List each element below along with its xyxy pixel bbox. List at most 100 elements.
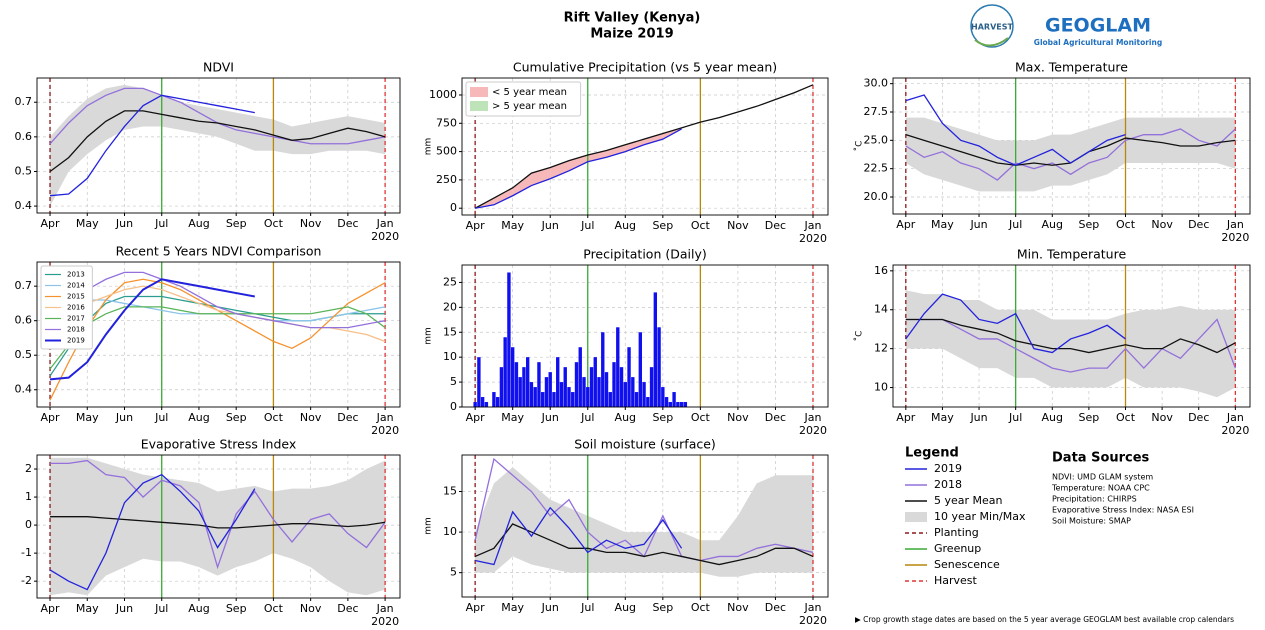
x-tick-label: Dec: [337, 411, 358, 424]
bar: [556, 357, 560, 407]
y-tick-label: 250: [436, 173, 457, 186]
bar: [578, 347, 582, 407]
y-tick-label: 10: [874, 381, 888, 394]
y-tick-label: 10: [443, 350, 457, 363]
x-tick-year: 2020: [1221, 424, 1249, 437]
y-tick-label: 0.5: [15, 164, 33, 177]
x-tick-label: Apr: [466, 411, 486, 424]
axes-frame: [36, 454, 401, 599]
x-tick-label: Apr: [41, 411, 61, 424]
bar: [518, 377, 522, 407]
bar: [563, 367, 567, 407]
x-tick-label: Jan: [1226, 218, 1244, 231]
geoglam-logo: GEOGLAM Global Agricultural Monitoring: [1034, 15, 1162, 48]
axes-frame: [36, 261, 401, 408]
difference-fill: [644, 133, 663, 145]
harvest-logo: HARVEST: [970, 4, 1014, 48]
x-tick-label: Jun: [969, 218, 987, 231]
chart-title: Precipitation (Daily): [583, 247, 707, 262]
x-tick-label: Jun: [969, 411, 987, 424]
bar: [619, 367, 624, 407]
y-tick-label: 0.4: [15, 199, 33, 212]
x-tick-label: Jul: [154, 411, 168, 424]
logo-leaf: [974, 37, 1009, 47]
y-tick-label: 15: [443, 485, 457, 498]
series-line: [905, 94, 1126, 166]
y-tick-label: 14: [874, 303, 888, 316]
x-tick-label: Jul: [154, 602, 168, 615]
x-tick-label: Oct: [264, 602, 284, 615]
x-tick-label: Aug: [188, 602, 209, 615]
legend-swatch: [470, 101, 488, 111]
legend-label: > 5 year mean: [492, 101, 567, 112]
legend-label: Greenup: [934, 542, 981, 555]
chart-title: NDVI: [203, 60, 234, 75]
series-line: [49, 110, 386, 172]
y-axis-label: mm: [424, 327, 434, 345]
y-axis-label: mm: [424, 138, 434, 156]
legend-label: 2017: [67, 315, 85, 323]
x-tick-label: Sep: [1079, 411, 1100, 424]
y-tick-label: 25: [443, 275, 457, 288]
bar: [586, 387, 590, 407]
source-line: Temperature: NOAA CPC: [1051, 484, 1150, 493]
x-tick-label: Oct: [1116, 411, 1136, 424]
x-tick-label: Nov: [1151, 411, 1173, 424]
x-tick-label: Apr: [466, 601, 486, 614]
x-tick-year: 2020: [1221, 231, 1249, 244]
chart-title: Recent 5 Years NDVI Comparison: [116, 244, 322, 259]
plot-area: [37, 262, 400, 407]
bar: [601, 332, 605, 407]
bar: [664, 397, 669, 407]
bar: [484, 402, 489, 407]
legend-label: 2013: [67, 271, 85, 279]
x-tick-label: May: [76, 411, 99, 424]
legend-box: [465, 81, 582, 117]
x-tick-label: Aug: [615, 411, 636, 424]
x-tick-label: Jan: [1226, 411, 1244, 424]
legend-label: Harvest: [934, 574, 978, 587]
y-tick-label: 12: [874, 342, 888, 355]
y-tick-label: 10: [443, 525, 457, 538]
y-tick-label: 20.0: [864, 190, 889, 203]
legend-label: 2016: [67, 304, 85, 312]
legend-label: 2018: [934, 478, 962, 491]
x-tick-label: Jan: [376, 217, 394, 230]
x-tick-year: 2020: [799, 424, 827, 437]
x-tick-year: 2020: [371, 424, 399, 437]
series-line: [474, 84, 814, 209]
bar: [646, 397, 650, 407]
bar: [526, 357, 530, 407]
axes-frame: [892, 77, 1251, 215]
legend-swatch: [905, 512, 927, 522]
legend-label: 10 year Min/Max: [934, 510, 1026, 523]
bar: [495, 397, 500, 407]
logo-tagline: Global Agricultural Monitoring: [1034, 38, 1162, 47]
bar: [604, 372, 609, 407]
series-line: [905, 318, 1236, 354]
plot-area: [462, 78, 828, 215]
series-line: [475, 506, 683, 566]
series-line: [49, 271, 386, 329]
x-tick-label: Oct: [264, 217, 284, 230]
x-tick-label: Apr: [41, 602, 61, 615]
x-tick-label: Dec: [765, 411, 786, 424]
chart-title: Min. Temperature: [1017, 247, 1127, 262]
y-tick-label: 5: [450, 566, 457, 579]
series-line: [905, 128, 1236, 181]
bar: [616, 327, 620, 407]
bar: [649, 367, 654, 407]
bar: [653, 292, 658, 407]
series-line: [49, 473, 256, 591]
chart-title: Max. Temperature: [1015, 60, 1128, 75]
logo-text: GEOGLAM: [1045, 15, 1151, 37]
series-line: [905, 293, 1126, 354]
x-tick-label: Apr: [41, 217, 61, 230]
min-max-band: [905, 290, 1236, 398]
series-line: [49, 94, 255, 197]
